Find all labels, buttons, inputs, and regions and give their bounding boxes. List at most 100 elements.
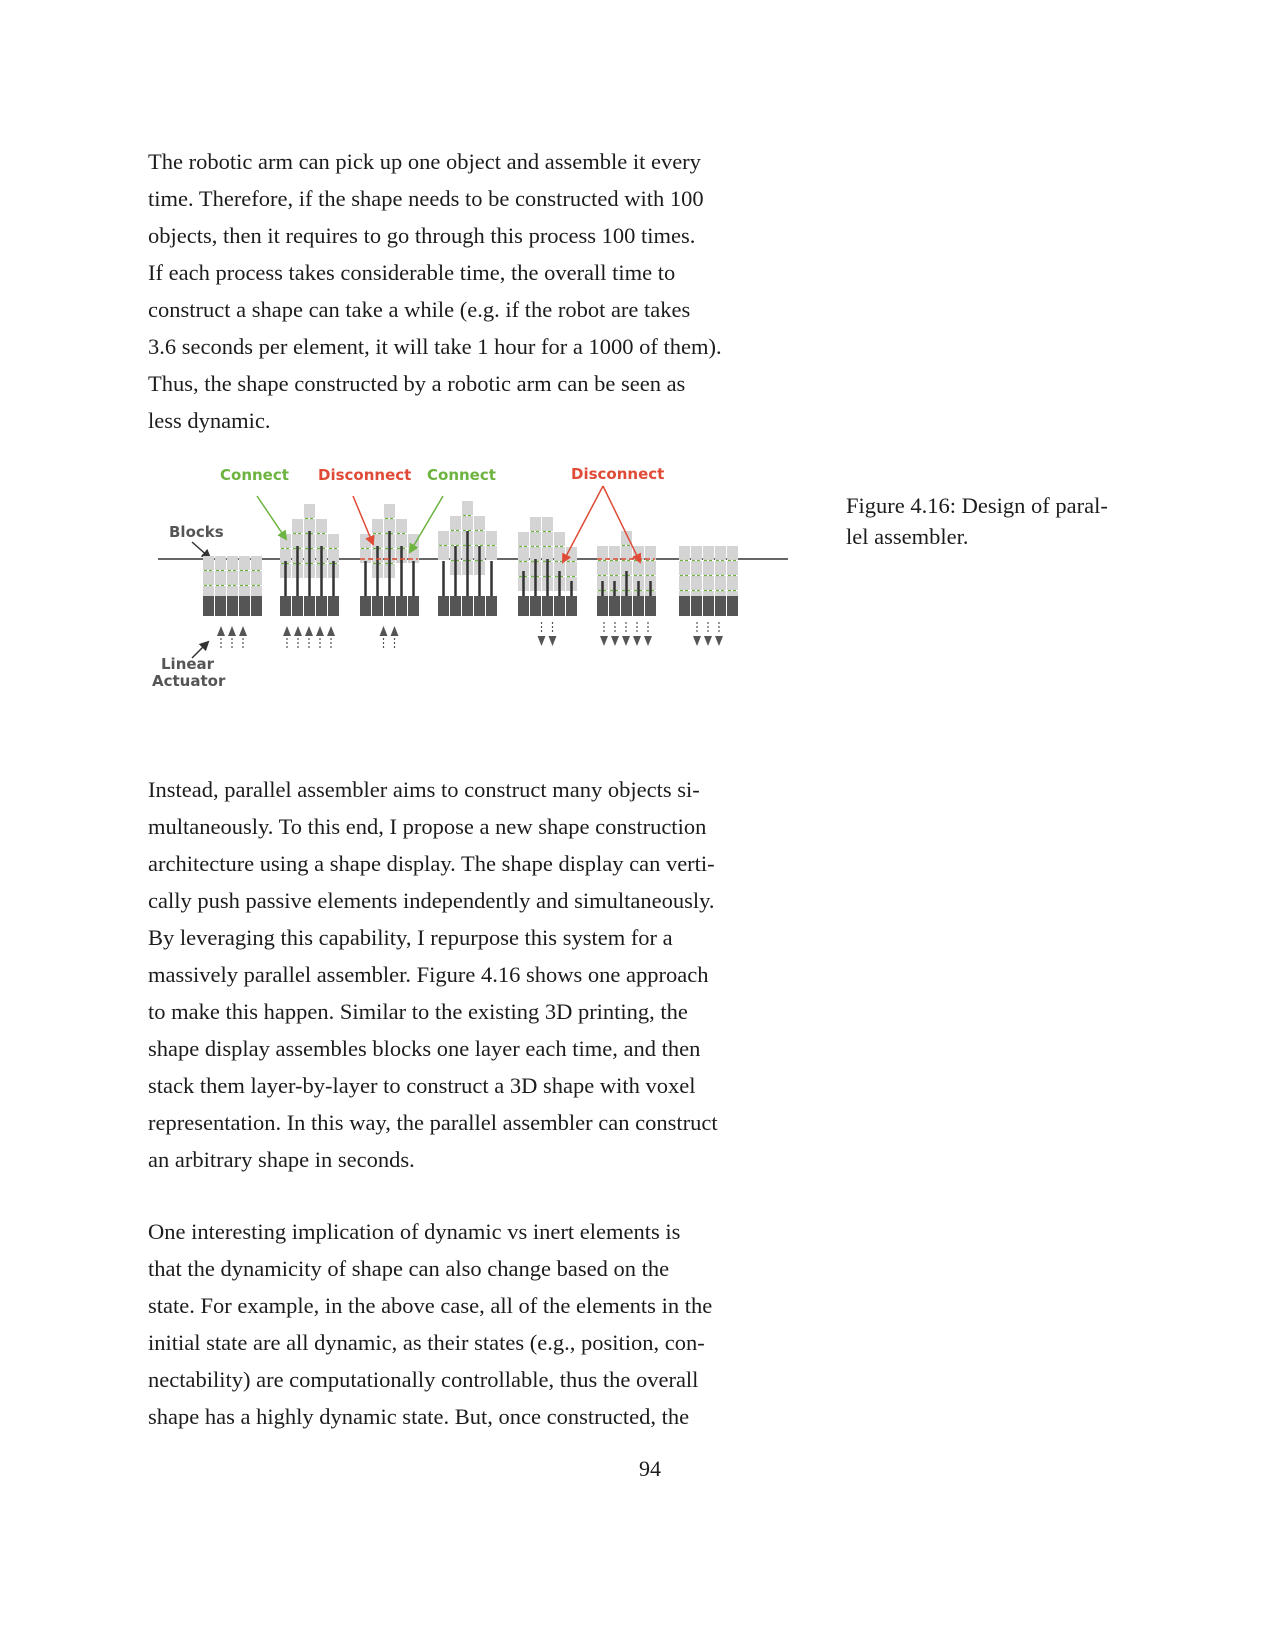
up-arrow (316, 626, 324, 636)
actuator-block (450, 596, 461, 616)
disconnect-arrow-2a (562, 485, 604, 564)
actuator-block (280, 596, 291, 616)
assembler-stages (203, 501, 738, 648)
block (566, 562, 577, 576)
block (645, 546, 656, 560)
paragraph-robotic-arm: The robotic arm can pick up one object a… (148, 143, 793, 439)
block (372, 519, 383, 533)
connect-arrow-2 (408, 495, 444, 554)
label-blocks: Blocks (169, 523, 224, 541)
actuator-block (408, 596, 419, 616)
figure-caption: Figure 4.16: Design of paral- lel assemb… (846, 490, 1156, 552)
block (280, 534, 291, 548)
block (727, 546, 738, 560)
block (280, 549, 291, 563)
actuator-block (633, 596, 644, 616)
block (566, 547, 577, 561)
up-arrow (283, 626, 291, 636)
text-line: less dynamic. (148, 408, 271, 433)
block (292, 519, 303, 533)
block (703, 576, 714, 590)
block (715, 561, 726, 575)
actuator-block (554, 596, 565, 616)
block (621, 546, 632, 560)
block (530, 547, 541, 561)
block (227, 556, 238, 570)
disconnect-arrow-1 (352, 495, 375, 546)
text-line: time. Therefore, if the shape needs to b… (148, 186, 704, 211)
down-arrow (693, 636, 701, 646)
caption-line: Figure 4.16: Design of paral- (846, 493, 1108, 518)
actuator-block (292, 596, 303, 616)
text-line: cally push passive elements independentl… (148, 888, 715, 913)
block (304, 519, 315, 533)
up-arrow (305, 626, 313, 636)
block (518, 532, 529, 546)
text-line: massively parallel assembler. Figure 4.1… (148, 962, 709, 987)
block (542, 532, 553, 546)
up-arrow (239, 626, 247, 636)
block (554, 547, 565, 561)
actuator-block (474, 596, 485, 616)
actuator-block (372, 596, 383, 616)
block (679, 576, 690, 590)
label-connect-2: Connect (427, 466, 496, 484)
actuator-block (703, 596, 714, 616)
block (715, 546, 726, 560)
text-line: representation. In this way, the paralle… (148, 1110, 718, 1135)
block (530, 532, 541, 546)
actuator-block (691, 596, 702, 616)
text-line: The robotic arm can pick up one object a… (148, 149, 701, 174)
block (239, 586, 250, 600)
block (408, 534, 419, 548)
text-line: an arbitrary shape in seconds. (148, 1147, 415, 1172)
block (360, 549, 371, 563)
block (316, 519, 327, 533)
block (462, 516, 473, 530)
block (554, 532, 565, 546)
block (645, 561, 656, 575)
block (542, 517, 553, 531)
block (691, 546, 702, 560)
text-line: nectability) are computationally control… (148, 1367, 699, 1392)
blocks-pointer-arrow (191, 541, 212, 560)
text-line: multaneously. To this end, I propose a n… (148, 814, 707, 839)
paragraph-dynamicity: One interesting implication of dynamic v… (148, 1213, 793, 1435)
block (703, 546, 714, 560)
label-linear: Linear (161, 655, 215, 673)
paragraph-parallel-assembler: Instead, parallel assembler aims to cons… (148, 771, 793, 1178)
page-number: 94 (639, 1456, 661, 1481)
block (518, 547, 529, 561)
label-disconnect-1: Disconnect (318, 466, 411, 484)
block (715, 576, 726, 590)
block (215, 556, 226, 570)
block (609, 561, 620, 575)
block (486, 531, 497, 545)
down-arrow (704, 636, 712, 646)
actuator-block (597, 596, 608, 616)
actuator-block (645, 596, 656, 616)
text-line: shape has a highly dynamic state. But, o… (148, 1404, 690, 1429)
actuator-block (251, 596, 262, 616)
block (396, 534, 407, 548)
block (679, 561, 690, 575)
actuator-block (542, 596, 553, 616)
block (239, 571, 250, 585)
block (727, 576, 738, 590)
block (227, 586, 238, 600)
actuator-block (566, 596, 577, 616)
block (251, 571, 262, 585)
actuator-block (328, 596, 339, 616)
block (408, 549, 419, 563)
text-line: If each process takes considerable time,… (148, 260, 676, 285)
down-arrow (633, 636, 641, 646)
text-line: that the dynamicity of shape can also ch… (148, 1256, 670, 1281)
block (542, 547, 553, 561)
block (727, 561, 738, 575)
disconnect-arrow-2b (602, 485, 641, 564)
block (462, 501, 473, 515)
down-arrow (622, 636, 630, 646)
text-line: objects, then it requires to go through … (148, 223, 696, 248)
block (438, 531, 449, 545)
